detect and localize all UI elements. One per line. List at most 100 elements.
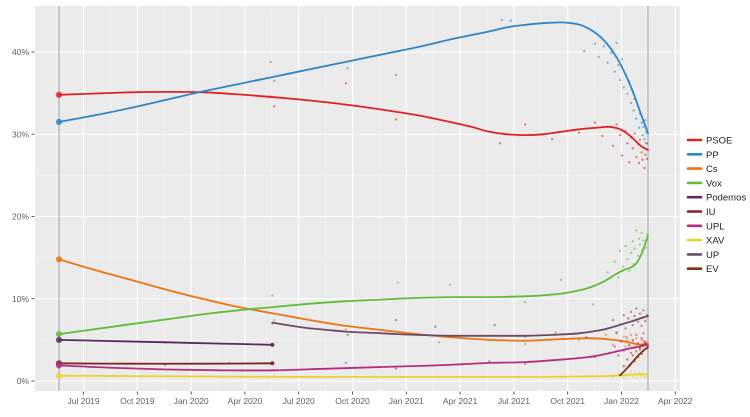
series-UPL <box>55 332 649 372</box>
poll-point-PP <box>644 119 647 122</box>
poll-point-Cs <box>273 318 276 322</box>
series-end-marker-IU <box>270 361 275 366</box>
poll-point-PP <box>394 73 398 77</box>
legend-item-EV: EV <box>686 264 719 275</box>
poll-point-PSOE <box>628 161 631 164</box>
poll-point-UPL <box>613 345 616 348</box>
poll-point-PSOE <box>344 82 348 85</box>
trend-line-XAV <box>58 373 649 378</box>
poll-point-UPL <box>628 344 631 347</box>
poll-point-EV <box>631 354 634 357</box>
poll-point-PSOE <box>550 138 554 141</box>
poll-point-Cs <box>626 338 629 342</box>
legend-item-Cs: Cs <box>686 164 718 175</box>
series-Vox <box>55 229 649 338</box>
x-axis-label: Oct 2021 <box>550 396 585 406</box>
poll-point-Cs <box>640 338 643 342</box>
poll-point-EV <box>622 365 625 368</box>
x-axis-label: Apr 2022 <box>658 396 693 406</box>
poll-point-PP <box>641 133 644 137</box>
y-axis-label: 10% <box>12 294 29 304</box>
election-result-marker-Vox <box>55 331 63 338</box>
poll-point-PSOE <box>620 154 624 157</box>
poll-point-PP <box>610 51 613 54</box>
poll-point-PSOE <box>273 105 276 108</box>
election-result-marker-PP <box>55 118 63 125</box>
poll-point-UP <box>394 318 398 322</box>
poll-point-UP <box>627 317 630 320</box>
poll-point-UPL <box>344 361 348 365</box>
poll-point-Cs <box>554 331 557 334</box>
poll-point-PP <box>619 78 622 82</box>
poll-point-Vox <box>629 251 633 254</box>
poll-point-PSOE <box>593 121 597 124</box>
poll-point-XAV <box>617 372 620 375</box>
poll-point-PSOE <box>498 142 502 145</box>
poll-point-UPL <box>394 367 398 370</box>
poll-point-UP <box>615 331 618 334</box>
election-result-marker-UPL <box>55 362 63 369</box>
trend-line-Vox <box>58 234 649 335</box>
poll-point-XAV <box>629 370 633 374</box>
poll-point-PP <box>606 61 609 64</box>
trend-line-PP <box>58 21 649 135</box>
poll-point-PSOE <box>635 156 638 159</box>
poll-point-Vox <box>635 229 638 232</box>
poll-point-PP <box>269 60 272 64</box>
poll-point-Vox <box>628 269 631 272</box>
poll-point-Cs <box>629 333 633 337</box>
series-PP <box>55 18 649 145</box>
poll-point-UP <box>346 333 349 337</box>
poll-point-PP <box>583 50 586 53</box>
poll-point-Vox <box>617 276 620 279</box>
poll-point-PSOE <box>619 133 622 137</box>
legend-label-Podemos: Podemos <box>706 193 746 204</box>
poll-point-UP <box>622 314 625 317</box>
legend-label-XAV: XAV <box>706 236 725 247</box>
poll-point-Vox <box>637 237 641 240</box>
poll-point-UPL <box>640 337 643 340</box>
poll-point-EV <box>641 343 644 346</box>
legend-label-Vox: Vox <box>706 178 722 189</box>
poll-point-Vox <box>592 303 595 306</box>
poll-point-UPL <box>488 360 491 363</box>
legend-item-UP: UP <box>686 250 719 261</box>
series-PSOE <box>55 82 649 170</box>
y-axis-label: 30% <box>12 129 29 139</box>
x-axis-label: Jul 2019 <box>67 396 99 406</box>
poll-point-PP <box>597 55 600 59</box>
poll-point-PP <box>635 117 638 120</box>
x-axis-label: Apr 2020 <box>228 396 263 406</box>
series-EV <box>619 342 649 377</box>
poll-point-PP <box>617 63 620 67</box>
poll-point-UPL <box>625 336 628 339</box>
poll-point-PSOE <box>644 153 647 156</box>
poll-point-Vox <box>271 294 274 297</box>
election-result-marker-Cs <box>55 256 63 263</box>
poll-point-UP <box>434 325 437 328</box>
poll-point-UP <box>636 320 640 323</box>
poll-point-Vox <box>631 240 634 243</box>
poll-point-XAV <box>644 375 647 379</box>
poll-point-Cs <box>611 343 615 346</box>
poll-point-UPL <box>619 340 623 343</box>
poll-point-XAV <box>622 376 625 379</box>
legend-item-Vox: Vox <box>686 178 722 189</box>
poll-point-Vox <box>619 249 622 253</box>
poll-point-PP <box>632 109 635 112</box>
poll-point-PSOE <box>611 144 615 147</box>
poll-point-PP <box>500 18 504 22</box>
poll-point-PP <box>643 138 646 141</box>
x-axis-label: Jul 2020 <box>283 396 315 406</box>
poll-point-UP <box>493 323 496 327</box>
poll-point-Vox <box>621 265 625 268</box>
trend-line-EV <box>619 346 649 377</box>
poll-point-UP <box>644 319 647 323</box>
poll-point-PP <box>509 19 512 22</box>
poll-point-Vox <box>642 239 645 242</box>
poll-point-XAV <box>273 374 276 377</box>
election-result-marker-PSOE <box>55 91 63 98</box>
x-axis-label: Apr 2021 <box>443 396 478 406</box>
poll-point-Vox <box>613 260 616 263</box>
